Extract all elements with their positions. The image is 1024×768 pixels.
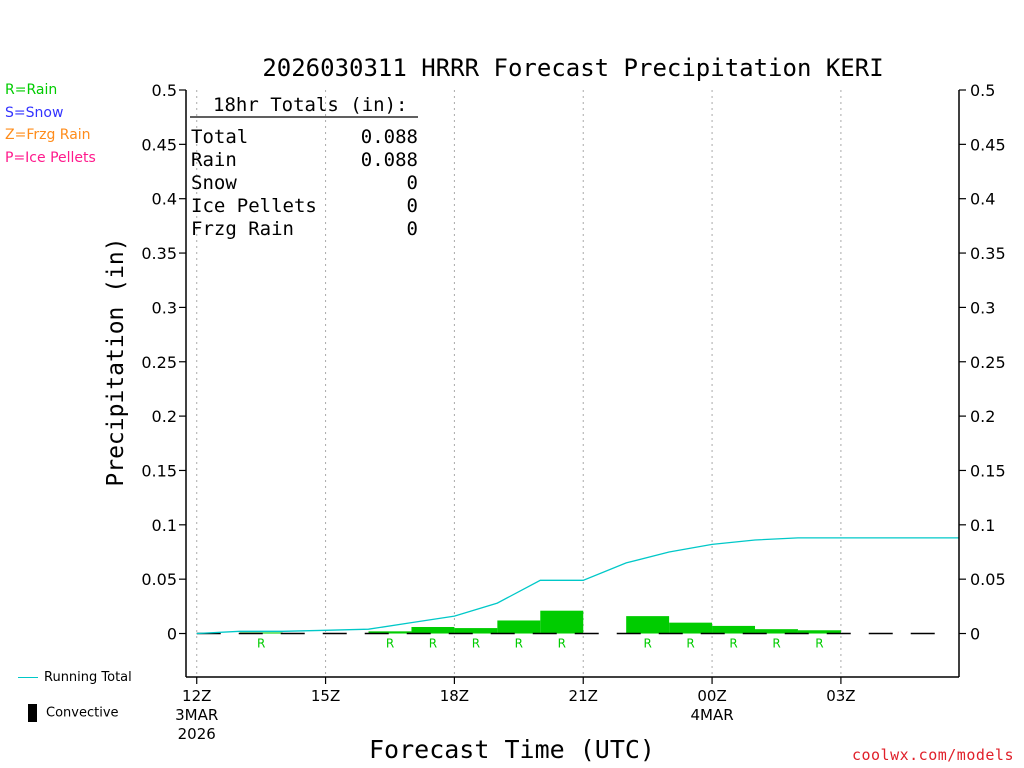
precip-type-label: R: [472, 637, 480, 651]
precip-type-label: R: [686, 637, 694, 651]
x-tick-label: 2026: [178, 725, 216, 743]
running-total-swatch: [18, 677, 38, 678]
precip-type-label: R: [515, 637, 523, 651]
y-tick-label-left: 0.3: [152, 298, 177, 317]
y-tick-label-right: 0.2: [970, 407, 995, 426]
y-tick-label-left: 0.15: [141, 461, 177, 480]
totals-row-label: Ice Pellets: [191, 195, 317, 217]
precip-type-legend-item: R=Rain: [5, 82, 58, 98]
precip-type-label: R: [772, 637, 780, 651]
precip-bar: [712, 625, 756, 634]
precip-bar: [497, 620, 541, 634]
credit-link[interactable]: coolwx.com/models: [851, 746, 1014, 764]
precip-bar: [626, 616, 670, 634]
precip-bar: [454, 628, 498, 634]
precip-bar: [755, 629, 798, 634]
totals-header: 18hr Totals (in):: [213, 94, 407, 116]
y-tick-label-right: 0: [970, 625, 980, 644]
precip-type-legend-item: Z=Frzg Rain: [5, 127, 91, 143]
totals-row-value: 0: [407, 195, 418, 217]
y-tick-label-right: 0.25: [970, 353, 1006, 372]
totals-row-label: Total: [191, 126, 248, 148]
y-tick-label-right: 0.1: [970, 516, 995, 535]
precip-type-label: R: [257, 637, 265, 651]
precip-bar: [797, 630, 841, 634]
precip-bars: [239, 610, 841, 634]
convective-legend: Convective: [28, 704, 119, 722]
totals-box: 18hr Totals (in): Total 0.088 Rain 0.088 Snow…: [190, 94, 418, 240]
y-tick-label-left: 0.05: [141, 570, 177, 589]
running-total-legend-label: Running Total: [44, 670, 132, 685]
precip-type-legend-item: S=Snow: [5, 104, 64, 121]
precip-type-label: R: [729, 637, 737, 651]
totals-row-value: 0.088: [361, 126, 418, 148]
running-total-series: [196, 537, 959, 635]
y-tick-label-left: 0.4: [152, 190, 177, 209]
totals-row-value: 0: [407, 172, 418, 194]
totals-row-value: 0.088: [361, 149, 418, 171]
x-tick-label: 21Z: [569, 687, 598, 705]
convective-swatch: [28, 704, 37, 722]
precip-type-label: R: [558, 637, 566, 651]
y-tick-label-left: 0.25: [141, 353, 177, 372]
y-tick-label-right: 0.05: [970, 570, 1006, 589]
x-tick-label: 3MAR: [175, 706, 218, 724]
axes: 0 00.05 0.050.1 0.10.15 0.150.2 0.20.25 0.250.…: [141, 81, 1005, 743]
y-tick-label-left: 0.5: [152, 81, 177, 100]
y-tick-label-left: 0.35: [141, 244, 177, 263]
grid-lines: [196, 90, 842, 677]
x-tick-label: 18Z: [440, 687, 469, 705]
y-tick-label-right: 0.3: [970, 298, 995, 317]
precip-type-label: R: [643, 637, 651, 651]
x-tick-label: 12Z: [182, 687, 211, 705]
precip-bar: [540, 610, 584, 634]
y-tick-label-left: 0.45: [141, 135, 177, 154]
y-tick-label-right: 0.5: [970, 81, 995, 100]
x-tick-label: 15Z: [311, 687, 340, 705]
precip-type-legend-item: P=Ice Pellets: [5, 149, 96, 166]
y-tick-label-right: 0.4: [970, 190, 995, 209]
totals-row-value: 0: [407, 218, 418, 240]
y-tick-label-right: 0.45: [970, 135, 1006, 154]
precip-type-label: R: [429, 637, 437, 651]
running-total-line: [196, 537, 959, 635]
precip-type-label: R: [815, 637, 823, 651]
totals-row-label: Frzg Rain: [191, 218, 294, 240]
x-tick-label: 4MAR: [690, 706, 733, 724]
y-tick-label-left: 0.1: [152, 516, 177, 535]
y-tick-label-right: 0.15: [970, 461, 1006, 480]
precip-bar: [368, 631, 412, 634]
y-tick-label-left: 0: [167, 625, 177, 644]
x-tick-label: 03Z: [826, 687, 855, 705]
precip-bar: [669, 622, 713, 634]
y-tick-label-left: 0.2: [152, 407, 177, 426]
totals-row-label: Rain: [191, 149, 237, 171]
precip-bar: [411, 626, 455, 634]
x-tick-label: 00Z: [697, 687, 726, 705]
precip-type-label: R: [386, 637, 394, 651]
y-tick-label-right: 0.35: [970, 244, 1006, 263]
convective-legend-label: Convective: [46, 705, 119, 721]
running-total-legend: Running Total: [18, 670, 132, 685]
chart-title: 2026030311 HRRR Forecast Precipitation K…: [262, 54, 883, 82]
y-axis-label: Precipitation (in): [103, 237, 129, 486]
x-axis-label: Forecast Time (UTC): [369, 735, 655, 764]
totals-row-label: Snow: [191, 172, 237, 194]
